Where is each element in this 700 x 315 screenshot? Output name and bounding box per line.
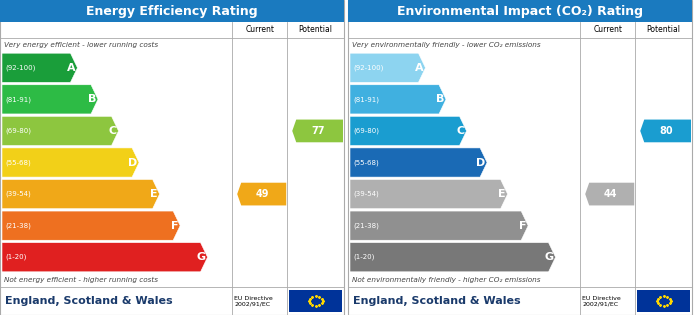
Bar [0,0,344,22]
Polygon shape [2,211,180,240]
Text: Very environmentally friendly - lower CO₂ emissions: Very environmentally friendly - lower CO… [352,42,540,48]
Bar [348,0,692,22]
Text: (69-80): (69-80) [5,128,31,134]
Text: (21-38): (21-38) [5,222,31,229]
Text: E: E [150,189,158,199]
Text: England, Scotland & Wales: England, Scotland & Wales [353,296,521,306]
Polygon shape [2,85,98,114]
Text: A: A [415,63,424,73]
Text: (1-20): (1-20) [5,254,27,261]
Text: (1-20): (1-20) [353,254,375,261]
Text: C: C [108,126,116,136]
Text: Not energy efficient - higher running costs: Not energy efficient - higher running co… [4,277,158,283]
Text: (92-100): (92-100) [5,65,36,71]
Text: A: A [66,63,76,73]
Text: Current: Current [245,26,274,35]
Text: Current: Current [593,26,622,35]
Bar [289,290,342,312]
Text: F: F [171,220,178,231]
Text: G: G [197,252,206,262]
Polygon shape [2,53,78,82]
Polygon shape [350,116,466,146]
Polygon shape [585,183,634,205]
Bar [348,0,692,315]
Text: C: C [456,126,465,136]
Polygon shape [2,148,139,177]
Text: 80: 80 [660,126,673,136]
Text: Environmental Impact (CO₂) Rating: Environmental Impact (CO₂) Rating [397,4,643,18]
Text: B: B [88,94,96,104]
Text: (81-91): (81-91) [353,96,379,103]
Bar [637,290,690,312]
Text: (39-54): (39-54) [5,191,31,197]
Text: B: B [435,94,444,104]
Text: Potential: Potential [299,26,332,35]
Polygon shape [350,53,426,82]
Polygon shape [350,180,508,209]
Text: Energy Efficiency Rating: Energy Efficiency Rating [86,4,258,18]
Polygon shape [2,180,160,209]
Polygon shape [350,148,487,177]
Polygon shape [350,243,556,272]
Text: EU Directive
2002/91/EC: EU Directive 2002/91/EC [582,295,621,306]
Text: Not environmentally friendly - higher CO₂ emissions: Not environmentally friendly - higher CO… [352,277,540,283]
Polygon shape [350,85,446,114]
Text: (39-54): (39-54) [353,191,379,197]
Polygon shape [2,116,118,146]
Polygon shape [292,120,343,142]
Text: EU Directive
2002/91/EC: EU Directive 2002/91/EC [234,295,273,306]
Polygon shape [350,211,528,240]
Text: (55-68): (55-68) [5,159,31,166]
Text: (69-80): (69-80) [353,128,379,134]
Text: Very energy efficient - lower running costs: Very energy efficient - lower running co… [4,42,158,48]
Text: 77: 77 [312,126,326,136]
Text: (81-91): (81-91) [5,96,31,103]
Bar [0,0,344,315]
Polygon shape [2,243,207,272]
Text: F: F [519,220,526,231]
Text: D: D [128,158,137,168]
Text: (21-38): (21-38) [353,222,379,229]
Text: Potential: Potential [647,26,680,35]
Polygon shape [237,183,286,205]
Text: (92-100): (92-100) [353,65,384,71]
Text: G: G [545,252,554,262]
Text: 49: 49 [256,189,270,199]
Text: D: D [476,158,485,168]
Polygon shape [640,120,691,142]
Text: E: E [498,189,505,199]
Text: 44: 44 [604,189,617,199]
Text: England, Scotland & Wales: England, Scotland & Wales [5,296,173,306]
Text: (55-68): (55-68) [353,159,379,166]
